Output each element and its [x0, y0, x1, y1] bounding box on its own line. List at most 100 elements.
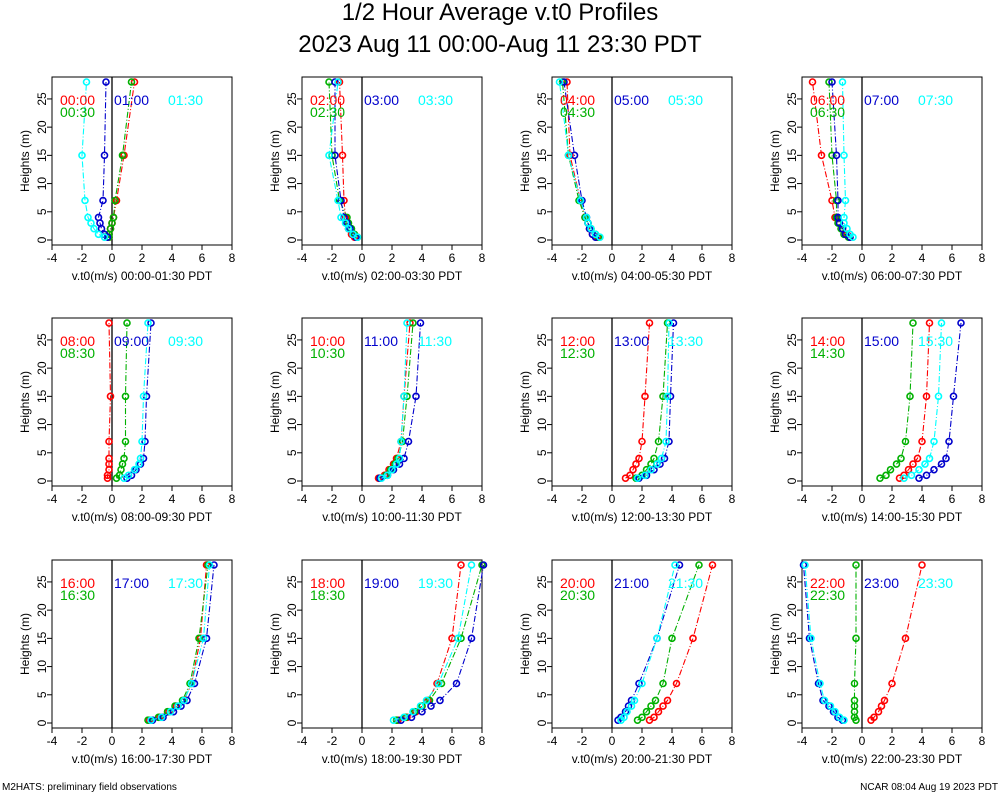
x-tick-label: -2 [827, 734, 838, 748]
x-tick-label: 4 [919, 492, 926, 506]
y-tick-label: 20 [285, 603, 299, 617]
y-tick-label: 10 [785, 660, 799, 674]
data-point [187, 679, 196, 688]
data-point [904, 465, 913, 474]
data-point [826, 702, 835, 710]
y-tick-label: 25 [785, 333, 799, 347]
x-tick-label: 0 [359, 492, 366, 506]
y-tick-label: 0 [535, 719, 549, 726]
x-axis-label: v.t0(m/s) 00:00-01:30 PDT [72, 269, 213, 283]
y-tick-label: 15 [785, 631, 799, 645]
legend-label: 00:00 [60, 92, 95, 108]
y-tick-label: 10 [285, 177, 299, 191]
data-point [937, 460, 946, 468]
x-tick-label: 4 [419, 251, 426, 265]
y-axis-label: Heights (m) [18, 613, 32, 675]
data-point [828, 151, 836, 160]
legend-label: 11:00 [364, 333, 398, 349]
data-point [925, 319, 934, 327]
y-tick-label: 25 [285, 333, 299, 347]
x-tick-label: 0 [859, 734, 866, 748]
data-point [99, 196, 107, 205]
data-point [874, 707, 883, 716]
x-tick-label: -2 [77, 492, 88, 506]
legend-label: 03:30 [418, 92, 453, 108]
x-tick-label: 8 [729, 492, 736, 506]
data-point [852, 561, 860, 569]
data-point [106, 392, 115, 401]
data-point [632, 460, 640, 468]
y-axis-label: Heights (m) [268, 130, 282, 192]
y-tick-label: 5 [785, 449, 799, 456]
data-point [913, 454, 922, 463]
data-point [109, 213, 118, 222]
y-tick-label: 10 [535, 418, 549, 432]
data-point [127, 78, 136, 86]
data-point [166, 707, 175, 716]
data-point [120, 454, 128, 463]
data-point [406, 319, 414, 327]
y-tick-label: 15 [35, 148, 49, 162]
x-axis-label: v.t0(m/s) 04:00-05:30 PDT [572, 269, 713, 283]
data-point [695, 561, 703, 569]
data-point [454, 634, 462, 643]
data-point [334, 196, 342, 205]
legend-label: 14:00 [810, 333, 845, 349]
data-point [105, 437, 113, 446]
data-point [647, 702, 655, 710]
data-point [180, 696, 188, 705]
series-line [831, 81, 851, 238]
x-tick-label: 8 [729, 734, 736, 748]
x-tick-label: 2 [139, 734, 146, 748]
data-point [835, 713, 844, 722]
data-point [662, 437, 670, 446]
y-tick-label: 25 [35, 92, 49, 106]
data-point [383, 471, 392, 480]
data-point [416, 702, 425, 710]
x-tick-label: 2 [889, 251, 896, 265]
x-tick-label: -2 [327, 734, 338, 748]
data-point [663, 696, 672, 705]
y-tick-label: 10 [35, 660, 49, 674]
data-point [457, 634, 465, 643]
x-tick-label: -4 [297, 251, 308, 265]
x-tick-label: -4 [547, 251, 558, 265]
x-tick-label: -2 [577, 492, 588, 506]
data-point [892, 460, 901, 468]
legend-label: 10:00 [310, 333, 345, 349]
y-tick-label: 25 [35, 575, 49, 589]
data-point [900, 471, 908, 480]
x-tick-label: 6 [949, 492, 956, 506]
legend-label: 17:30 [168, 575, 203, 591]
y-tick-label: 20 [285, 120, 299, 134]
data-point [659, 392, 667, 401]
data-point [675, 561, 684, 569]
chart-title: 1/2 Hour Average v.t0 Profiles [341, 0, 659, 26]
data-point [876, 474, 884, 482]
x-tick-label: 8 [229, 734, 236, 748]
profile-panel: -4 -2 0 2 4 6 8 0 5 10 15 20 25 v.t0(m/s) 16:00-17:30… [18, 559, 236, 766]
legend-label: 08:00 [60, 333, 95, 349]
y-tick-label: 10 [535, 660, 549, 674]
data-point [832, 151, 841, 160]
data-point [633, 474, 642, 482]
y-tick-label: 10 [785, 418, 799, 432]
data-point [147, 716, 155, 724]
x-axis-label: v.t0(m/s) 14:00-15:30 PDT [822, 510, 963, 524]
x-tick-label: 4 [419, 734, 426, 748]
legend-label: 13:00 [614, 333, 649, 349]
y-tick-label: 15 [785, 148, 799, 162]
y-tick-label: 15 [35, 631, 49, 645]
data-point [638, 679, 646, 688]
y-tick-label: 15 [285, 148, 299, 162]
x-tick-label: -4 [797, 734, 808, 748]
data-point [641, 392, 649, 401]
legend-label: 07:30 [918, 92, 953, 108]
x-tick-label: 0 [859, 492, 866, 506]
y-tick-label: 10 [785, 177, 799, 191]
data-point [582, 213, 591, 222]
data-point [841, 196, 850, 205]
data-point [907, 471, 916, 480]
x-tick-label: 6 [199, 492, 206, 506]
data-point [139, 392, 148, 401]
